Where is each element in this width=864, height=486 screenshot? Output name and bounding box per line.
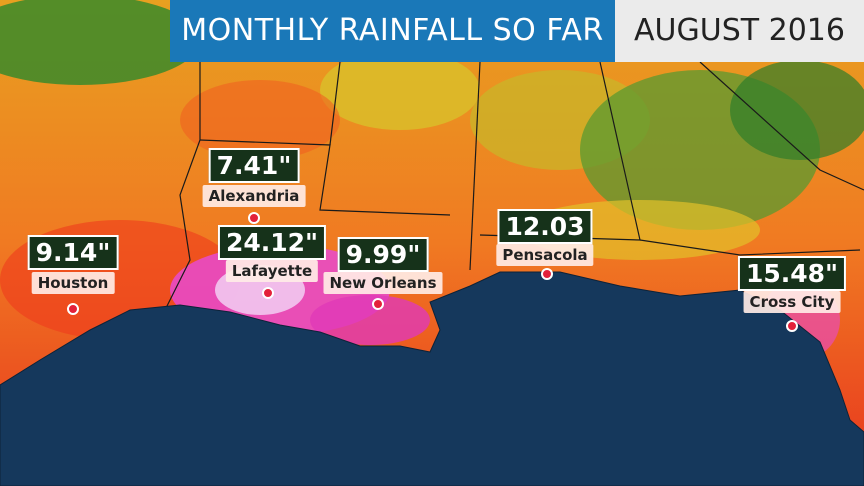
rainfall-amount: 24.12" [217, 225, 327, 260]
city-marker [262, 287, 274, 299]
rainfall-amount: 9.99" [337, 237, 429, 272]
state-borders [164, 61, 864, 311]
city-name: Houston [31, 272, 115, 294]
city-marker [372, 298, 384, 310]
city-name: Alexandria [202, 185, 306, 207]
rainfall-amount: 12.03 [497, 209, 593, 244]
city-name: Pensacola [496, 244, 594, 266]
title: MONTHLY RAINFALL SO FAR [170, 0, 615, 62]
date: AUGUST 2016 [615, 0, 864, 62]
city-name: Lafayette [225, 260, 319, 282]
gulf-of-mexico [0, 271, 864, 486]
rainfall-amount: 15.48" [737, 256, 847, 291]
rainfall-amount: 7.41" [208, 148, 300, 183]
city-name: Cross City [743, 291, 841, 313]
city-marker [786, 320, 798, 332]
city-marker [541, 268, 553, 280]
rainfall-amount: 9.14" [27, 235, 119, 270]
city-marker [248, 212, 260, 224]
city-name: New Orleans [323, 272, 443, 294]
city-marker [67, 303, 79, 315]
